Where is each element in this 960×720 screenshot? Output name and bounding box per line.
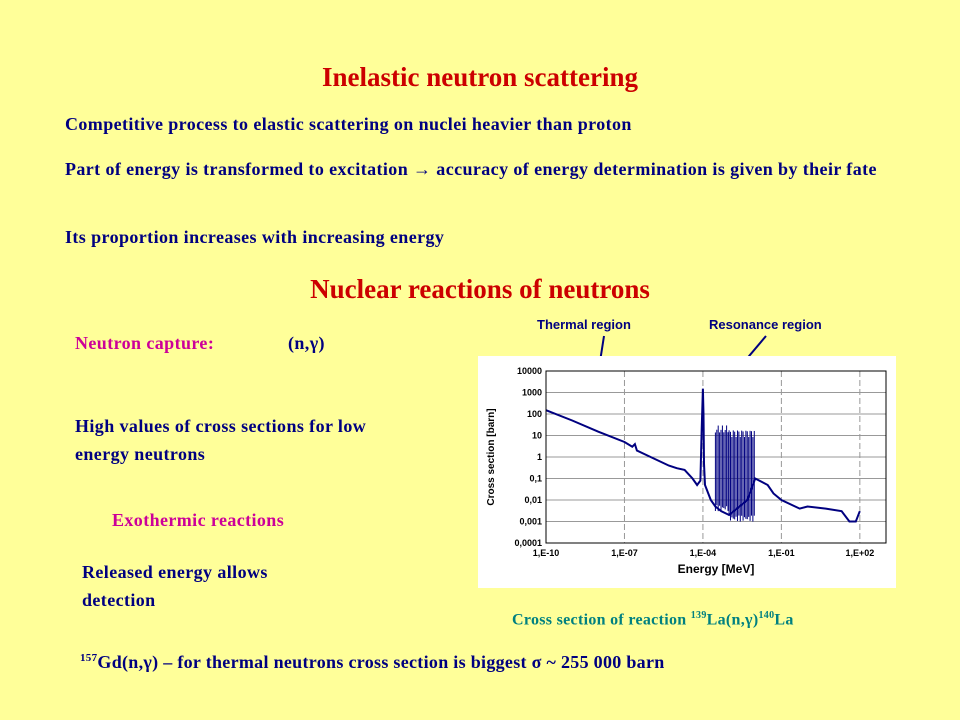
series-line: [545, 388, 861, 523]
y-tick-label: 0,1: [529, 474, 542, 484]
x-axis-label: Energy [MeV]: [678, 562, 755, 576]
x-tick-label: 1,E+02: [845, 548, 874, 558]
y-tick-label: 0,01: [524, 495, 542, 505]
caption-end: La: [774, 611, 794, 629]
y-tick-label: 100: [527, 409, 542, 419]
gd-statement: 157Gd(n,γ) – for thermal neutrons cross …: [80, 652, 665, 673]
x-tick-label: 1,E-07: [611, 548, 638, 558]
cross-section-chart: 0,0001 0,001 0,01 0,1 1 10 100 1000 10000 1,E-10 1…: [478, 356, 896, 588]
y-tick-label: 10000: [517, 366, 542, 376]
resonance-bands: [714, 425, 755, 522]
chart-ticks: 0,0001 0,001 0,01 0,1 1 10 100 1000 10000 1,E-10 1…: [514, 366, 874, 558]
x-tick-label: 1,E-01: [768, 548, 795, 558]
gd-text: Gd(n,γ) – for thermal neutrons cross sec…: [97, 652, 665, 672]
text-exothermic: Exothermic reactions: [112, 510, 285, 530]
chart-caption: Cross section of reaction 139La(n,γ)140L…: [512, 610, 794, 629]
caption-sup-139: 139: [690, 610, 707, 621]
text-released-energy: Released energy allows detection: [82, 562, 268, 610]
y-tick-label: 1: [537, 452, 542, 462]
section-title-nuclear-reactions: Nuclear reactions of neutrons: [310, 274, 650, 304]
capture-formula: (n,γ): [288, 333, 325, 353]
section-title-inelastic: Inelastic neutron scattering: [322, 62, 638, 92]
chart-grid: [545, 370, 886, 544]
resonance-region-label: Resonance region: [709, 317, 822, 332]
y-tick-label: 1000: [522, 388, 542, 398]
thermal-region-label: Thermal region: [537, 317, 631, 332]
caption-mid: La(n,γ): [706, 611, 759, 629]
caption-sup-140: 140: [758, 610, 775, 621]
y-axis-label: Cross section [barn]: [486, 408, 497, 505]
y-tick-label: 10: [532, 431, 542, 441]
gd-sup: 157: [80, 652, 98, 664]
text-energy-excitation: Part of energy is transformed to excitat…: [65, 159, 877, 179]
text-proportion: Its proportion increases with increasing…: [65, 227, 445, 247]
x-tick-label: 1,E-10: [533, 548, 560, 558]
x-tick-label: 1,E-04: [690, 548, 717, 558]
y-tick-label: 0,0001: [514, 538, 542, 548]
y-tick-label: 0,001: [519, 517, 542, 527]
caption-prefix: Cross section of reaction: [512, 611, 691, 629]
chart-svg: 0,0001 0,001 0,01 0,1 1 10 100 1000 10000 1,E-10 1…: [486, 366, 887, 576]
neutron-capture-label: Neutron capture:: [75, 333, 215, 353]
chart-series: [545, 388, 861, 523]
text-competitive-process: Competitive process to elastic scatterin…: [65, 114, 632, 134]
text-high-values: High values of cross sections for low en…: [75, 416, 367, 464]
plot-frame: [545, 370, 887, 544]
